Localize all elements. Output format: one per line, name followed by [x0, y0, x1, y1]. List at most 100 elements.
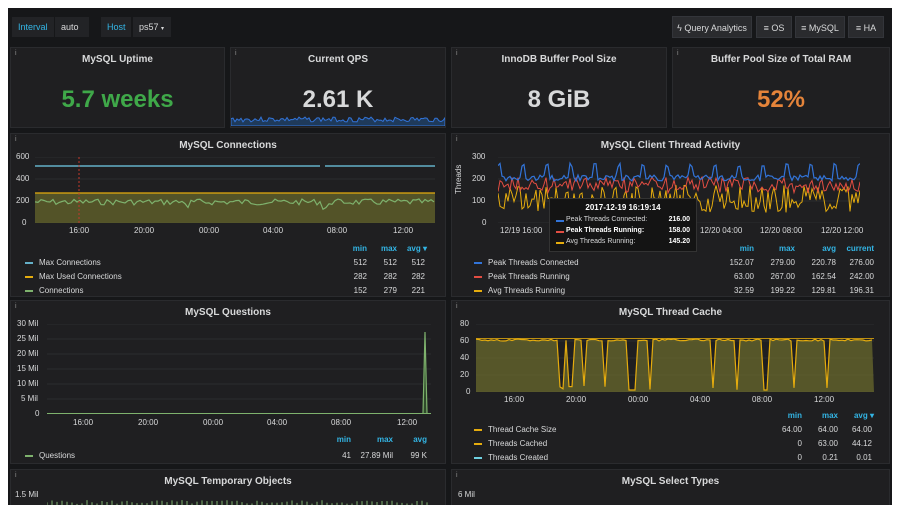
legend-header-max[interactable]: max: [778, 244, 795, 253]
temp-objects-panel: i MySQL Temporary Objects 1.5 Mil: [10, 469, 446, 505]
bolt-icon: ϟ: [677, 23, 682, 33]
uptime-value: 5.7 weeks: [61, 86, 174, 113]
y-tick: 40: [460, 353, 469, 362]
legend-header-max[interactable]: max: [380, 244, 397, 253]
legend-avg: 64.00: [851, 425, 872, 434]
host-dropdown[interactable]: ps57 ▾: [133, 17, 171, 37]
chart-tooltip: 2017-12-19 16:19:14 Peak Threads Connect…: [549, 198, 697, 252]
query-analytics-button[interactable]: ϟ Query Analytics: [672, 16, 752, 38]
legend-swatch: [25, 290, 33, 292]
legend-min: 512: [353, 258, 367, 267]
y-tick: 5 Mil: [21, 394, 38, 403]
x-tick: 16:00: [73, 418, 94, 427]
legend-max: 199.22: [770, 286, 795, 295]
legend-avg: 220.78: [811, 258, 836, 267]
legend-swatch: [25, 262, 33, 264]
x-tick: 12/20 08:00: [760, 226, 803, 235]
legend-item[interactable]: Peak Threads Connected: [488, 258, 579, 267]
legend-item[interactable]: Max Connections: [39, 258, 101, 267]
y-tick: 6 Mil: [458, 490, 475, 499]
os-button[interactable]: ≡ OS: [756, 16, 792, 38]
legend-header-current[interactable]: current: [846, 244, 874, 253]
legend-swatch: [25, 276, 33, 278]
panel-title: Buffer Pool Size of Total RAM: [710, 54, 852, 65]
x-tick: 00:00: [199, 226, 220, 235]
y-tick: 30 Mil: [17, 319, 39, 328]
legend-item[interactable]: Connections: [39, 286, 84, 295]
legend-avg: 282: [411, 272, 425, 281]
ha-button[interactable]: ≡ HA: [848, 16, 884, 38]
panel-title: Current QPS: [307, 54, 368, 65]
legend-avg: 44.12: [851, 439, 872, 448]
legend-header-avg[interactable]: avg: [413, 435, 427, 444]
info-icon[interactable]: i: [235, 50, 237, 57]
legend-item[interactable]: Max Used Connections: [39, 272, 122, 281]
info-icon[interactable]: i: [15, 50, 17, 57]
tooltip-time: 2017-12-19 16:19:14: [585, 203, 661, 212]
legend-item[interactable]: Thread Cache Size: [488, 425, 557, 434]
thread-cache-chart: [476, 324, 874, 392]
y-tick: 25 Mil: [17, 334, 39, 343]
dashboard-screen: Interval auto ▾ Host ps57 ▾ ϟ Query Anal…: [8, 8, 892, 505]
info-icon[interactable]: i: [15, 136, 17, 143]
info-icon[interactable]: i: [456, 50, 458, 57]
tooltip-label: Peak Threads Connected:: [566, 216, 648, 223]
legend-swatch: [474, 290, 482, 292]
legend-header-avg[interactable]: avg ▾: [406, 244, 427, 253]
x-tick: 12:00: [814, 395, 835, 404]
interval-dropdown[interactable]: auto ▾: [55, 17, 89, 52]
legend-header-min[interactable]: min: [787, 411, 802, 420]
legend-min: 64.00: [781, 425, 802, 434]
mysql-button[interactable]: ≡ MySQL: [795, 16, 845, 38]
legend-max: 512: [383, 258, 397, 267]
legend-min: 32.59: [733, 286, 754, 295]
info-icon[interactable]: i: [677, 50, 679, 57]
connections-line: [35, 198, 435, 211]
x-tick: 04:00: [263, 226, 284, 235]
y-axis-label: Threads: [454, 164, 463, 194]
max-used-area: [35, 193, 435, 223]
legend-header-min[interactable]: min: [352, 244, 367, 253]
legend-header-min[interactable]: min: [336, 435, 351, 444]
qps-value: 2.61 K: [302, 86, 374, 113]
info-icon[interactable]: i: [456, 303, 458, 310]
panel-title: InnoDB Buffer Pool Size: [501, 54, 617, 65]
menu-icon: ≡: [801, 23, 807, 33]
legend-max: 282: [383, 272, 397, 281]
y-tick: 400: [16, 174, 30, 183]
legend-header-max[interactable]: max: [376, 435, 393, 444]
info-icon[interactable]: i: [456, 472, 458, 479]
legend-item[interactable]: Threads Cached: [488, 439, 548, 448]
legend-avg: 221: [411, 286, 425, 295]
legend-item[interactable]: Threads Created: [488, 453, 549, 462]
y-tick: 10 Mil: [17, 379, 39, 388]
legend-swatch: [25, 455, 33, 457]
questions-panel: i MySQL Questions 30 Mil 25 Mil 20 Mil 1…: [10, 300, 446, 464]
info-icon[interactable]: i: [15, 303, 17, 310]
info-icon[interactable]: i: [456, 136, 458, 143]
legend-header-avg[interactable]: avg: [822, 244, 836, 253]
legend-item[interactable]: Avg Threads Running: [488, 286, 566, 295]
info-icon[interactable]: i: [15, 472, 17, 479]
qps-sparkline: [231, 116, 445, 126]
legend-item[interactable]: Peak Threads Running: [488, 272, 570, 281]
menu-icon: ≡: [763, 23, 769, 33]
legend-header-avg[interactable]: avg ▾: [853, 411, 874, 420]
panel-title: MySQL Questions: [185, 307, 271, 318]
y-tick: 600: [16, 152, 30, 161]
questions-chart: [47, 324, 431, 414]
legend-item[interactable]: Questions: [39, 451, 76, 460]
y-tick: 20 Mil: [17, 349, 39, 358]
mysql-label: MySQL: [808, 23, 839, 33]
legend-current: 242.00: [849, 272, 874, 281]
uptime-panel: i MySQL Uptime 5.7 weeks: [10, 47, 225, 128]
query-analytics-label: Query Analytics: [684, 23, 747, 33]
legend-min: 63.00: [733, 272, 754, 281]
y-tick: 0: [466, 387, 471, 396]
y-tick: 1.5 Mil: [15, 490, 39, 499]
legend-current: 276.00: [849, 258, 874, 267]
connections-panel: i MySQL Connections 600 400 200 0 16:00 …: [10, 133, 446, 297]
panel-title: MySQL Uptime: [82, 54, 153, 65]
legend-header-min[interactable]: min: [739, 244, 754, 253]
legend-header-max[interactable]: max: [821, 411, 838, 420]
